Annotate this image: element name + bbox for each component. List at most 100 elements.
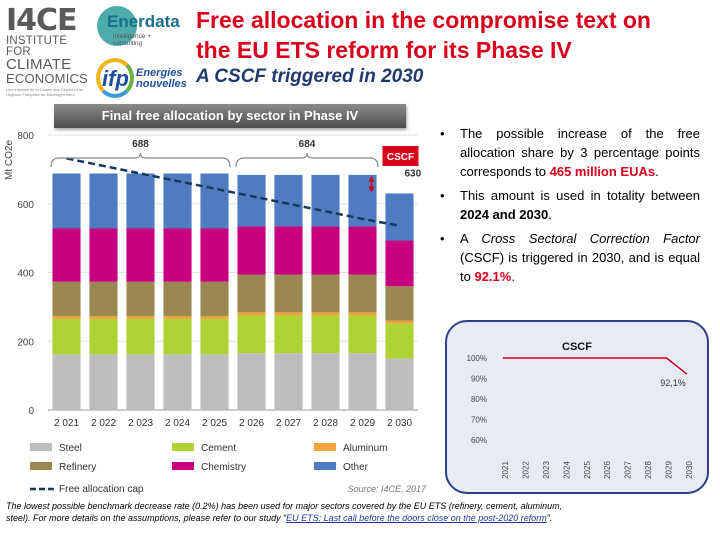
slide-subtitle: A CSCF triggered in 2030 — [196, 66, 424, 87]
bar-segment-steel — [89, 354, 118, 410]
x-tick-label: 2 027 — [276, 418, 301, 429]
y-tick-label: 0 — [28, 406, 34, 417]
bar-segment-chemistry — [52, 228, 81, 282]
bar-segment-steel — [163, 354, 192, 410]
cscf-x-tick-label: 2025 — [583, 461, 592, 479]
bar-segment-aluminum — [237, 312, 266, 316]
bar-segment-cement — [348, 315, 377, 354]
cscf-y-tick-label: 70% — [471, 416, 487, 425]
brace-2026-2029 — [235, 152, 379, 168]
bar-segment-refinery — [385, 286, 414, 321]
i4ce-logo-mark: I4CE — [6, 3, 78, 38]
bar-segment-refinery — [200, 281, 229, 317]
study-link[interactable]: EU ETS: Last call before the doors close… — [286, 513, 547, 523]
footnote: The lowest possible benchmark decrease r… — [6, 500, 716, 524]
cscf-arrow-head-down — [368, 186, 375, 193]
source-label: Source: I4CE, 2017 — [347, 484, 427, 494]
bar-segment-aluminum — [52, 316, 81, 319]
cscf-y-tick-label: 100% — [467, 354, 487, 363]
bar-segment-chemistry — [126, 228, 155, 282]
enerdata-logo-tagline: intelligence + consulting — [113, 33, 152, 47]
bullet-text: This amount is used in totality between — [460, 188, 700, 203]
ifp-logo-mark: ifp — [102, 66, 129, 91]
bullet-item: The possible increase of the free alloca… — [438, 124, 700, 181]
bar-segment-chemistry — [311, 226, 340, 275]
footnote-text: steel). For more details on the assumpti… — [6, 513, 287, 523]
total-2030-label: 630 — [405, 168, 422, 179]
y-axis-label: Mt CO2e — [4, 140, 15, 180]
slide-title: Free allocation in the compromise text o… — [196, 5, 716, 65]
cscf-x-tick-label: 2021 — [501, 461, 510, 479]
bar-segment-refinery — [89, 281, 118, 317]
x-tick-label: 2 028 — [313, 418, 338, 429]
bar-segment-cement — [163, 318, 192, 355]
legend-label-chemistry: Chemistry — [201, 462, 246, 473]
bar-segment-cement — [126, 318, 155, 355]
legend-label-refinery: Refinery — [59, 462, 96, 473]
legend-label-cap-line: Free allocation cap — [59, 484, 144, 495]
bar-segment-chemistry — [348, 226, 377, 275]
bar-segment-aluminum — [126, 316, 155, 319]
cscf-chart-title: CSCF — [562, 341, 592, 353]
bar-segment-aluminum — [200, 316, 229, 319]
bar-segment-other — [311, 174, 340, 227]
bar-segment-refinery — [348, 274, 377, 313]
bar-segment-other — [200, 173, 229, 229]
bar-segment-cement — [274, 315, 303, 354]
enerdata-logo: Enerdata intelligence + consulting — [95, 4, 181, 48]
x-tick-label: 2 023 — [128, 418, 153, 429]
legend-label-other: Other — [343, 462, 369, 473]
bar-segment-chemistry — [200, 228, 229, 282]
bar-segment-cement — [311, 315, 340, 354]
bar-segment-cement — [385, 323, 414, 359]
legend-swatch-steel — [30, 443, 52, 451]
bullet-text: The possible increase of the free alloca… — [460, 126, 700, 179]
bar-segment-steel — [200, 354, 229, 410]
y-tick-label: 600 — [17, 200, 34, 211]
bar-segment-steel — [274, 353, 303, 410]
bar-segment-aluminum — [89, 316, 118, 319]
bar-segment-steel — [348, 353, 377, 410]
bar-segment-steel — [311, 353, 340, 410]
i4ce-logo: I4CE INSTITUTE FOR CLIMATE ECONOMICS Une… — [6, 6, 90, 116]
bar-segment-aluminum — [163, 316, 192, 319]
bar-segment-cement — [52, 318, 81, 355]
bar-segment-aluminum — [385, 320, 414, 324]
cscf-x-tick-label: 2024 — [562, 461, 571, 479]
bar-segment-steel — [52, 354, 81, 410]
bar-segment-cement — [237, 315, 266, 354]
bar-segment-chemistry — [163, 228, 192, 282]
bar-segment-cement — [200, 318, 229, 355]
bullet-text: . — [655, 164, 659, 179]
bullet-bold: 2024 and 2030 — [460, 207, 549, 222]
y-tick-label: 800 — [17, 131, 34, 142]
y-tick-label: 200 — [17, 337, 34, 348]
cap-line — [66, 157, 400, 227]
footnote-line-1: The lowest possible benchmark decrease r… — [6, 501, 563, 511]
i4ce-logo-tagline: Une initiative de la Caisse des Dépôts e… — [6, 87, 84, 97]
slide-title-line-1: Free allocation in the compromise text o… — [196, 7, 651, 33]
bar-segment-aluminum — [348, 312, 377, 316]
bar-segment-other — [126, 173, 155, 229]
ifp-logo-tagline: Energies nouvelles — [136, 68, 187, 90]
bar-segment-steel — [126, 354, 155, 410]
bullet-item: This amount is used in totality between … — [438, 186, 700, 224]
cscf-x-tick-label: 2022 — [521, 461, 530, 479]
bar-segment-other — [52, 173, 81, 229]
cscf-x-tick-label: 2029 — [665, 461, 674, 479]
i4ce-logo-line: ECONOMICS — [6, 71, 88, 86]
bar-segment-chemistry — [237, 226, 266, 275]
bullet-text: . — [548, 207, 552, 222]
ifp-logo: ifp Energies nouvelles — [94, 56, 187, 104]
legend-swatch-chemistry — [172, 462, 194, 470]
bar-segment-steel — [237, 353, 266, 410]
x-tick-label: 2 025 — [202, 418, 227, 429]
cscf-y-tick-label: 90% — [471, 375, 487, 384]
bar-segment-refinery — [126, 281, 155, 317]
bar-segment-refinery — [163, 281, 192, 317]
ifp-logo-tagline-2: nouvelles — [136, 78, 187, 90]
bullet-text: A — [460, 231, 482, 246]
cscf-x-tick-label: 2023 — [542, 461, 551, 479]
legend-swatch-aluminum — [314, 443, 336, 451]
bar-segment-chemistry — [89, 228, 118, 282]
